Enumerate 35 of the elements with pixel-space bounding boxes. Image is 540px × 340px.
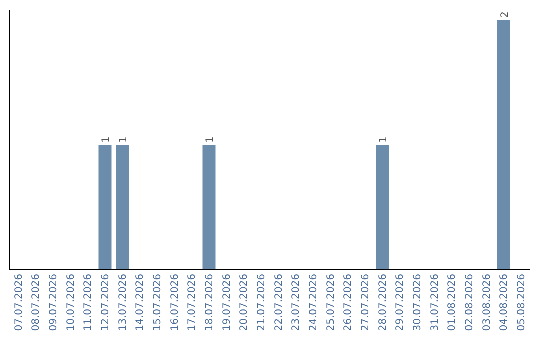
x-tick-label: 02.08.2026 (464, 274, 476, 332)
x-tick-label: 20.07.2026 (239, 274, 250, 332)
x-tick-label: 26.07.2026 (343, 274, 354, 332)
x-tick-label: 16.07.2026 (170, 274, 181, 332)
data-label: 1 (118, 136, 130, 143)
x-tick-label: 27.07.2026 (360, 274, 372, 332)
x-tick-label: 29.07.2026 (395, 274, 406, 332)
data-label: 1 (205, 136, 216, 143)
x-tick-label: 24.07.2026 (308, 274, 320, 332)
x-tick-label: 21.07.2026 (256, 274, 268, 332)
x-tick-label: 10.07.2026 (66, 274, 77, 332)
x-tick-label: 22.07.2026 (274, 274, 285, 332)
x-tick-label: 09.07.2026 (48, 274, 60, 332)
x-tick-label: 15.07.2026 (152, 274, 164, 332)
x-tick-label: 07.07.2026 (14, 274, 25, 332)
x-tick-label: 18.07.2026 (204, 274, 216, 332)
x-tick-label: 30.07.2026 (412, 274, 424, 332)
x-tick-label: 12.07.2026 (100, 274, 112, 332)
x-tick-label: 23.07.2026 (291, 274, 302, 332)
x-tick-label: 11.07.2026 (83, 274, 94, 332)
x-tick-label: 08.07.2026 (31, 274, 42, 332)
x-tick-label: 14.07.2026 (135, 274, 146, 332)
x-tick-label: 17.07.2026 (187, 274, 198, 332)
data-label: 1 (378, 136, 390, 143)
x-tick-label: 01.08.2026 (447, 274, 458, 332)
x-tick-label: 31.07.2026 (430, 274, 441, 332)
data-label: 1 (101, 136, 112, 143)
x-tick-label: 25.07.2026 (326, 274, 337, 332)
x-tick-label: 03.08.2026 (482, 274, 493, 332)
x-tick-label: 13.07.2026 (118, 274, 129, 332)
x-tick-label: 04.08.2026 (499, 274, 510, 332)
x-tick-label: 19.07.2026 (222, 274, 233, 332)
x-tick-label: 05.08.2026 (516, 274, 528, 332)
x-tick-label: 28.07.2026 (378, 274, 389, 332)
data-label: 2 (500, 12, 511, 18)
